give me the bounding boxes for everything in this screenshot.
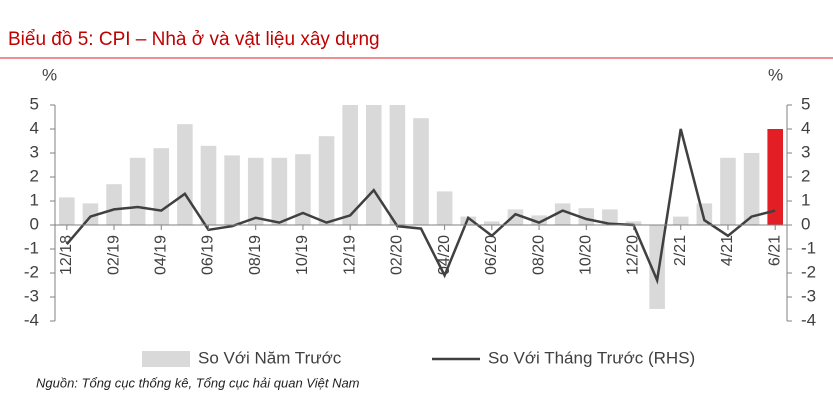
x-tick-label: 10/20 — [578, 235, 595, 275]
bar — [318, 136, 335, 225]
y-tick-label: 1 — [30, 190, 39, 209]
bar — [531, 215, 547, 225]
x-tick-label: 10/19 — [294, 235, 311, 275]
bar — [200, 145, 217, 225]
bar — [625, 221, 642, 225]
bar — [672, 216, 689, 225]
y2-tick-label: -1 — [801, 238, 816, 257]
bar — [365, 105, 382, 225]
legend-label: So Với Năm Trước — [198, 348, 342, 367]
bar — [602, 209, 618, 225]
bar — [342, 105, 358, 225]
x-tick-label: 04/19 — [152, 235, 169, 275]
legend-swatch — [142, 351, 190, 367]
y-tick-label: -3 — [24, 286, 39, 305]
bar — [247, 157, 264, 225]
x-tick-label: 02/19 — [105, 235, 122, 275]
y2-tick-label: -2 — [801, 262, 816, 281]
bar — [436, 191, 453, 225]
y-tick-label: 5 — [30, 94, 39, 113]
x-tick-label: 12/18 — [58, 235, 75, 275]
y2-tick-label: -4 — [801, 310, 816, 329]
bar — [767, 129, 783, 225]
y2-tick-label: 4 — [801, 118, 810, 137]
bar — [389, 105, 406, 225]
y-tick-label: 2 — [30, 166, 39, 185]
bar — [106, 184, 122, 225]
bar — [129, 157, 146, 225]
line-series — [65, 128, 776, 285]
bar — [177, 124, 193, 225]
y2-tick-label: 2 — [801, 166, 810, 185]
x-tick-label: 12/20 — [625, 235, 642, 275]
bar — [507, 209, 524, 225]
y2-tick-label: 3 — [801, 142, 810, 161]
y2-tick-label: 0 — [801, 214, 810, 233]
x-tick-label: 6/21 — [766, 235, 783, 266]
y-tick-label: 4 — [30, 118, 39, 137]
y-tick-label: 0 — [30, 214, 39, 233]
y2-tick-label: 5 — [801, 94, 810, 113]
bar — [484, 221, 500, 225]
bar — [59, 197, 75, 225]
y2-tick-label: 1 — [801, 190, 810, 209]
x-tick-label: 08/19 — [247, 235, 264, 275]
x-tick-label: 06/20 — [483, 235, 500, 275]
bar — [413, 118, 429, 225]
y-axis-label: % — [42, 65, 57, 84]
x-tick-label: 12/19 — [341, 235, 358, 275]
bar — [720, 157, 736, 225]
source-note: Nguồn: Tổng cục thống kê, Tổng cục hải q… — [36, 375, 360, 390]
x-tick-label: 04/20 — [436, 235, 453, 275]
bar — [271, 157, 288, 225]
bar — [153, 148, 170, 225]
bar — [696, 203, 713, 225]
x-tick-label: 08/20 — [530, 235, 547, 275]
bar — [295, 154, 311, 225]
legend-label: So Với Tháng Trước (RHS) — [488, 348, 695, 367]
bar — [743, 153, 760, 225]
bar — [649, 225, 665, 309]
x-tick-label: 02/20 — [389, 235, 406, 275]
bar — [224, 155, 240, 225]
y-tick-label: 3 — [30, 142, 39, 161]
bar — [554, 203, 571, 225]
x-tick-label: 06/19 — [200, 235, 217, 275]
y2-axis-label: % — [768, 65, 783, 84]
chart-title: Biểu đồ 5: CPI – Nhà ở và vật liệu xây d… — [8, 29, 380, 50]
x-tick-label: 4/21 — [719, 235, 736, 266]
y-tick-label: -1 — [24, 238, 39, 257]
y-tick-label: -4 — [24, 310, 39, 329]
y-tick-label: -2 — [24, 262, 39, 281]
x-tick-label: 2/21 — [672, 235, 689, 266]
y2-tick-label: -3 — [801, 286, 816, 305]
